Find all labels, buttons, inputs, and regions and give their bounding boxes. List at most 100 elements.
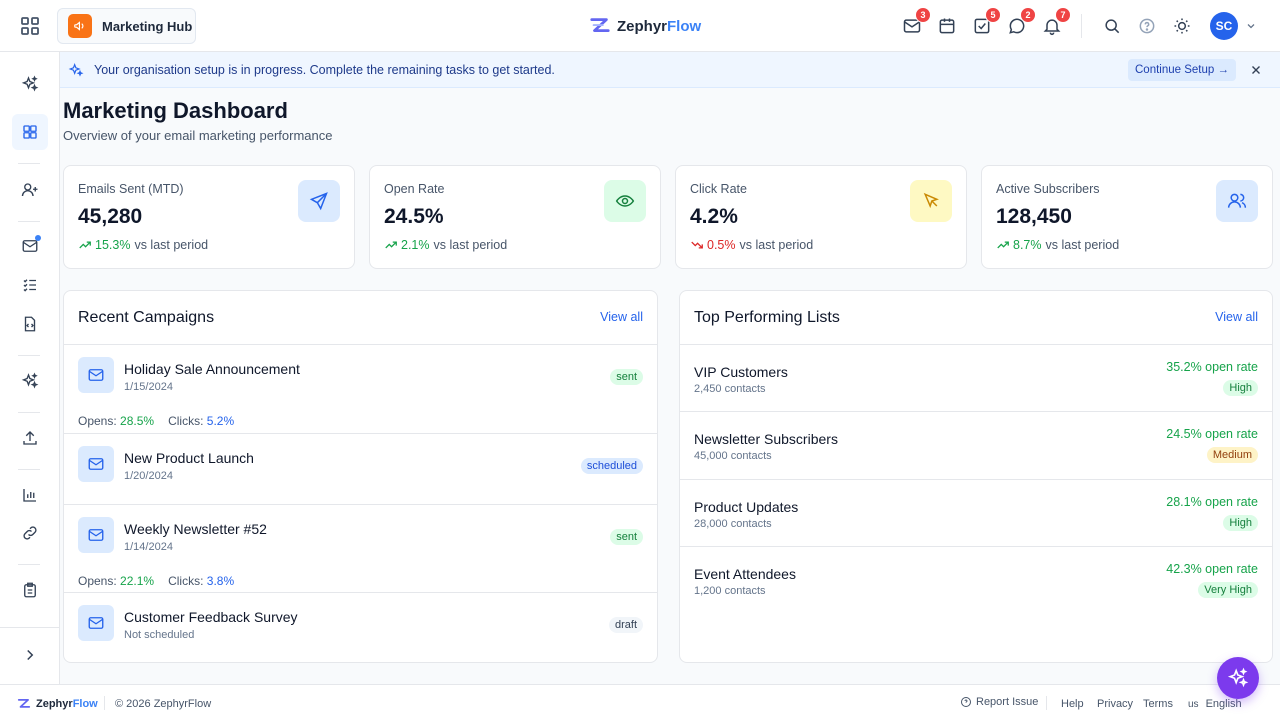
kpi-trend: 8.7% vs last period <box>996 238 1119 252</box>
help-link[interactable]: Help <box>1061 698 1084 710</box>
language-label: English <box>1205 698 1242 710</box>
checkbox-icon <box>974 18 990 34</box>
kpi-card-open-rate: Open Rate 24.5% 2.1% vs last period <box>369 165 661 269</box>
sidebar-item-templates[interactable] <box>12 306 48 342</box>
sparkles-icon <box>21 372 39 389</box>
list-row[interactable]: Product Updates 28,000 contacts 28.1% op… <box>680 480 1272 547</box>
panel-title: Top Performing Lists <box>694 309 840 326</box>
list-contacts: 28,000 contacts <box>694 518 772 530</box>
footer-brand[interactable]: ZephyrFlow <box>17 697 98 711</box>
kpi-card-active-subscribers: Active Subscribers 128,450 8.7% vs last p… <box>981 165 1273 269</box>
view-all-lists-link[interactable]: View all <box>1215 310 1258 324</box>
avatar[interactable]: SC <box>1210 12 1238 40</box>
clipboard-icon <box>24 582 36 598</box>
chat-badge: 2 <box>1020 7 1036 23</box>
calendar-button[interactable] <box>937 16 957 36</box>
campaign-name: Customer Feedback Survey <box>124 609 298 625</box>
page-subtitle: Overview of your email marketing perform… <box>63 128 333 143</box>
sidebar-item-email[interactable] <box>12 228 48 264</box>
mail-button[interactable]: 3 <box>902 7 931 36</box>
campaign-row[interactable]: Holiday Sale Announcement 1/15/2024 sent… <box>64 345 657 434</box>
sidebar-item-checklist[interactable] <box>12 267 48 303</box>
privacy-link[interactable]: Privacy <box>1097 698 1134 710</box>
sidebar-divider <box>18 355 40 356</box>
campaign-name: Holiday Sale Announcement <box>124 361 300 377</box>
sun-icon <box>1174 18 1190 34</box>
search-button[interactable] <box>1102 16 1122 36</box>
page-title: Marketing Dashboard <box>63 98 288 123</box>
performance-badge: High <box>1223 515 1258 531</box>
language-selector[interactable]: us English <box>1188 698 1242 710</box>
mail-icon <box>78 357 114 393</box>
sidebar-item-automation[interactable] <box>12 363 48 399</box>
trending-down-icon <box>691 241 703 249</box>
theme-toggle[interactable] <box>1172 16 1192 36</box>
panel-header: Top Performing Lists View all <box>680 291 1272 345</box>
notifications-button[interactable]: 7 <box>1042 7 1071 36</box>
sidebar-expand-button[interactable] <box>12 637 48 673</box>
list-name: Newsletter Subscribers <box>694 431 838 447</box>
footer: ZephyrFlow © 2026 ZephyrFlow Report Issu… <box>0 684 1280 720</box>
panel-title: Recent Campaigns <box>78 309 215 326</box>
view-all-campaigns-link[interactable]: View all <box>600 310 643 324</box>
apps-grid-icon[interactable] <box>18 14 42 38</box>
list-row[interactable]: VIP Customers 2,450 contacts 35.2% open … <box>680 345 1272 412</box>
sidebar-item-reports[interactable] <box>12 572 48 608</box>
campaign-row[interactable]: New Product Launch 1/20/2024 scheduled <box>64 434 657 505</box>
mail-icon <box>78 446 114 482</box>
status-badge: scheduled <box>580 458 643 474</box>
sidebar-item-dashboard[interactable] <box>12 114 48 150</box>
sparkles-icon <box>68 62 84 78</box>
mail-icon <box>22 240 38 252</box>
mail-icon <box>78 605 114 641</box>
terms-link[interactable]: Terms <box>1143 698 1173 710</box>
ai-assistant-button[interactable] <box>1217 657 1259 699</box>
kpi-label: Emails Sent (MTD) <box>78 182 184 196</box>
campaign-date: 1/14/2024 <box>124 541 173 553</box>
campaign-date: Not scheduled <box>124 629 195 641</box>
list-checks-icon <box>23 279 36 292</box>
campaign-metrics: Opens: 22.1% Clicks: 3.8% <box>78 574 235 588</box>
campaign-row[interactable]: Weekly Newsletter #52 1/14/2024 sent Ope… <box>64 505 657 593</box>
zephyr-logo-icon <box>17 699 31 708</box>
list-name: Product Updates <box>694 499 799 515</box>
brand-logo[interactable]: ZephyrFlow <box>589 15 701 37</box>
chevron-right-icon <box>27 649 34 661</box>
kpi-trend: 15.3% vs last period <box>78 238 208 252</box>
sidebar-divider <box>18 469 40 470</box>
hub-switcher[interactable]: Marketing Hub <box>57 8 196 44</box>
user-plus-icon <box>21 183 38 197</box>
send-icon <box>309 192 328 211</box>
list-row[interactable]: Newsletter Subscribers 45,000 contacts 2… <box>680 412 1272 480</box>
mail-icon <box>903 19 921 33</box>
sidebar-item-upload[interactable] <box>12 420 48 456</box>
link-icon <box>23 526 37 540</box>
campaign-row[interactable]: Customer Feedback Survey Not scheduled d… <box>64 593 657 662</box>
help-button[interactable] <box>1137 16 1157 36</box>
sidebar-item-ai[interactable] <box>12 66 48 102</box>
close-icon[interactable] <box>1249 63 1263 77</box>
campaign-name: Weekly Newsletter #52 <box>124 521 267 537</box>
report-issue-link[interactable]: Report Issue <box>960 696 1038 708</box>
list-contacts: 1,200 contacts <box>694 585 766 597</box>
chat-button[interactable]: 2 <box>1007 7 1036 36</box>
kpi-label: Click Rate <box>690 182 747 196</box>
tasks-button[interactable]: 5 <box>972 7 1001 36</box>
tasks-badge: 5 <box>985 7 1001 23</box>
chevron-down-icon[interactable] <box>1245 20 1257 32</box>
continue-setup-button[interactable]: Continue Setup → <box>1128 59 1236 81</box>
kpi-icon-box <box>298 180 340 222</box>
list-contacts: 45,000 contacts <box>694 450 772 462</box>
flag-code: us <box>1188 698 1199 710</box>
status-badge: sent <box>610 369 643 385</box>
unread-dot <box>35 235 41 241</box>
kpi-value: 24.5% <box>384 205 444 228</box>
help-circle-icon <box>961 697 971 707</box>
list-row[interactable]: Event Attendees 1,200 contacts 42.3% ope… <box>680 547 1272 614</box>
setup-banner: Your organisation setup is in progress. … <box>60 52 1280 88</box>
file-code-icon <box>24 316 36 332</box>
sidebar-item-analytics[interactable] <box>12 477 48 513</box>
sidebar-item-links[interactable] <box>12 515 48 551</box>
sidebar-item-add-contact[interactable] <box>12 172 48 208</box>
kpi-card-emails-sent: Emails Sent (MTD) 45,280 15.3% vs last pe… <box>63 165 355 269</box>
